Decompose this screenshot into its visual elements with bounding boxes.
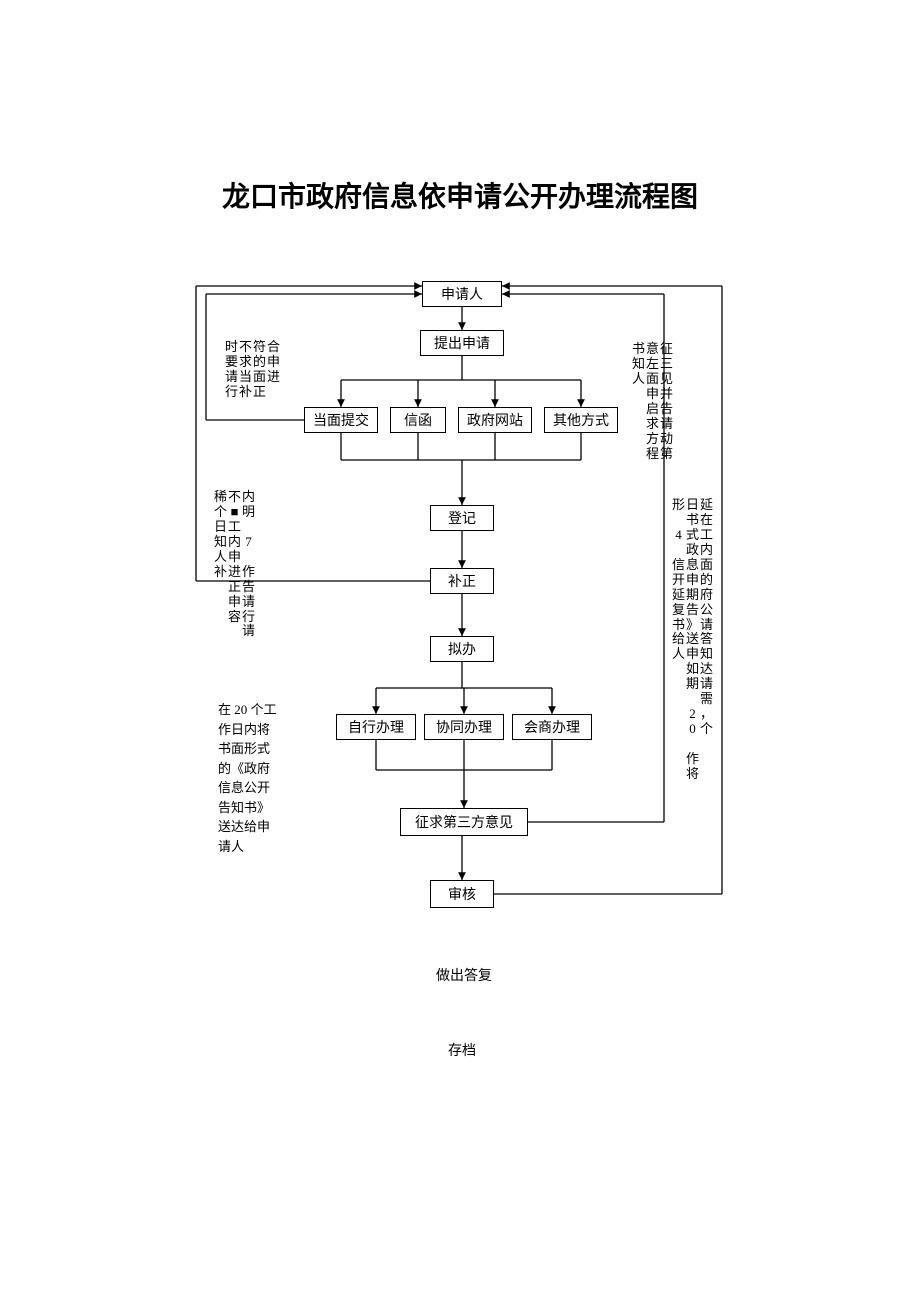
node-ch1-label: 当面提交	[313, 410, 369, 430]
side-note-left-2: 稀个日知人补不■工内申进正申容内明 7 作告请行请	[214, 490, 255, 639]
node-ch4-label: 其他方式	[553, 410, 609, 430]
node-ch2-label: 信函	[404, 410, 432, 430]
node-third-party: 征求第三方意见	[400, 808, 528, 836]
page-title: 龙口市政府信息依申请公开办理流程图	[0, 175, 920, 215]
node-channel-2: 信函	[390, 407, 446, 433]
node-correct-label: 补正	[448, 571, 476, 591]
node-p2-label: 协同办理	[436, 717, 492, 737]
node-archive: 存档	[432, 1040, 492, 1060]
node-archive-label: 存档	[448, 1044, 476, 1059]
node-third-label: 征求第三方意见	[415, 812, 513, 832]
node-channel-4: 其他方式	[544, 407, 618, 433]
node-reply-label: 做出答复	[436, 969, 492, 984]
node-process-1: 自行办理	[336, 714, 416, 740]
node-ch3-label: 政府网站	[467, 410, 523, 430]
side-note-right-2: 形 4 信开延复书给人日书式政息申期告》送申如期 20 作将延在工内面的府公请答…	[672, 498, 713, 782]
side-note-right-1: 书知人意左面申启求方程征三见并告请动第	[632, 342, 673, 462]
node-draft-label: 拟办	[448, 639, 476, 659]
node-reply: 做出答复	[420, 965, 508, 985]
node-applicant-label: 申请人	[441, 284, 483, 304]
side-note-left-3: 在 20 个工 作日内将 书面形式 的《政府 信息公开 告知书》 送达给申 请人	[218, 700, 277, 856]
node-review: 审核	[430, 880, 494, 908]
node-process-3: 会商办理	[512, 714, 592, 740]
side-note-left-1: 时要请行不求当补符的面正合申进	[225, 340, 280, 400]
node-channel-3: 政府网站	[458, 407, 532, 433]
node-p3-label: 会商办理	[524, 717, 580, 737]
node-applicant: 申请人	[422, 281, 502, 307]
node-submit-label: 提出申请	[434, 333, 490, 353]
node-p1-label: 自行办理	[348, 717, 404, 737]
node-process-2: 协同办理	[424, 714, 504, 740]
node-submit: 提出申请	[420, 330, 504, 356]
node-channel-1: 当面提交	[304, 407, 378, 433]
node-register: 登记	[430, 505, 494, 531]
node-review-label: 审核	[448, 884, 476, 904]
node-register-label: 登记	[448, 508, 476, 528]
node-draft: 拟办	[430, 636, 494, 662]
node-correct: 补正	[430, 568, 494, 594]
